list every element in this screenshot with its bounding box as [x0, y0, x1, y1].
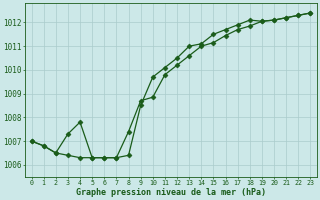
X-axis label: Graphe pression niveau de la mer (hPa): Graphe pression niveau de la mer (hPa) — [76, 188, 266, 197]
